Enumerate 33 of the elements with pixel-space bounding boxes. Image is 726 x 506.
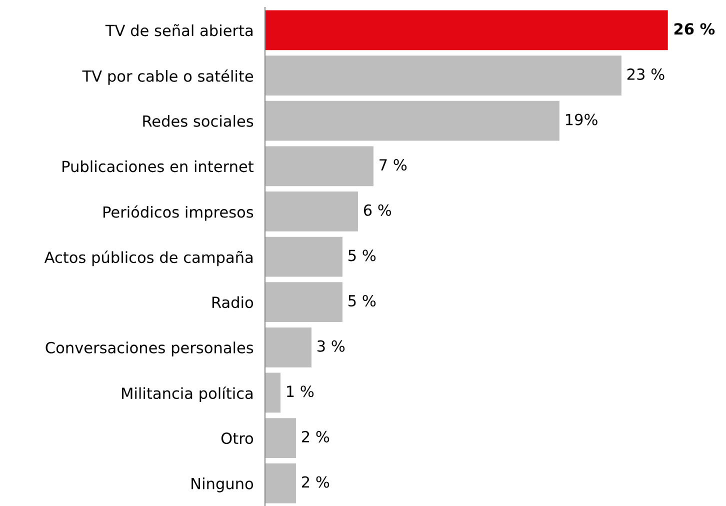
y-tick-label: Publicaciones en internet [62, 160, 254, 172]
data-label: 5 % [348, 294, 376, 307]
bar [264, 56, 622, 96]
bar [264, 327, 312, 368]
y-tick-label: Otro [221, 432, 254, 444]
data-label: 26 % [674, 23, 715, 35]
data-label: 2 % [302, 476, 330, 488]
bar [264, 236, 342, 277]
y-tick-label: Periódicos impresos [104, 205, 254, 221]
y-tick-label: TV por cable o satélite [82, 69, 254, 85]
data-label: 2 % [302, 430, 330, 442]
y-tick-label: Ninguno [192, 478, 254, 492]
data-label: 7 % [380, 159, 407, 171]
bar [264, 372, 280, 413]
data-label: 5 % [348, 250, 376, 262]
data-label: 3 % [318, 340, 345, 352]
y-tick-label: Redes sociales [143, 115, 254, 127]
y-tick-label: TV de señal abierta [105, 24, 252, 36]
bar [264, 192, 358, 232]
bar [264, 282, 342, 322]
data-label: 6 % [364, 204, 392, 216]
bar [264, 418, 296, 458]
y-tick-label: Conversaciones personales [46, 342, 254, 356]
data-label: 23 % [627, 68, 664, 80]
y-tick-label: Radio [212, 296, 254, 308]
bar [264, 100, 560, 141]
data-label: 1 % [287, 386, 314, 398]
bar [264, 10, 668, 50]
y-tick-label: Actos públicos de campaña [44, 250, 252, 266]
data-label: 19% [566, 114, 598, 126]
bar [264, 463, 296, 504]
y-tick-label: Militancia política [122, 386, 252, 402]
bar [264, 146, 374, 186]
